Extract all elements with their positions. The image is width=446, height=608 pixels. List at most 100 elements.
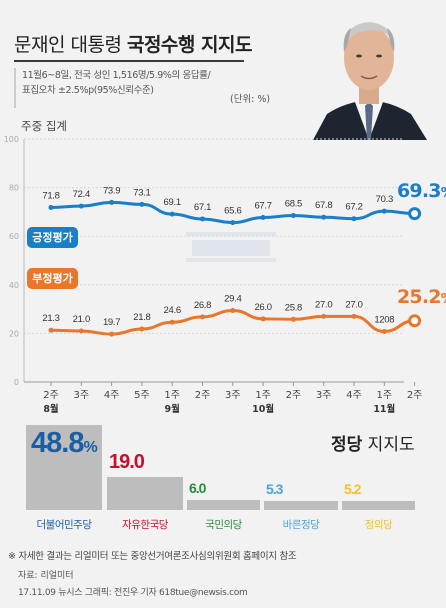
negative-data-label: 26.0: [254, 302, 271, 313]
positive-data-label: 73.9: [103, 185, 120, 196]
latest-positive-pct: %: [441, 186, 446, 201]
party-value: 48.8%: [31, 427, 98, 460]
x-tick-label: 2주: [407, 390, 423, 401]
negative-point: [109, 331, 115, 337]
positive-point: [200, 216, 205, 222]
party-value: 19.0: [109, 450, 145, 473]
negative-point: [139, 326, 145, 332]
month-label: 10월: [252, 403, 274, 415]
title-prefix: 문재인 대통령: [14, 34, 127, 56]
chart-grid: 0 20 40 60 80 100 2주 3주 4주 5주 1주 2주 3주 1주 2주 3주 4주 1주 2주: [4, 135, 423, 401]
negative-data-label: 24.6: [164, 305, 181, 316]
party-title-rest: 지지도: [362, 435, 415, 455]
party-bar: [107, 476, 183, 510]
positive-point: [139, 201, 145, 207]
party-bar: [342, 500, 415, 510]
positive-data-label: 67.1: [194, 202, 211, 213]
negative-data-label: 27.0: [345, 299, 362, 310]
positive-data-label: 73.1: [133, 187, 150, 198]
positive-point: [48, 205, 54, 211]
negative-point: [48, 327, 54, 333]
x-tick-label: 3주: [225, 390, 241, 401]
positive-data-label: 71.8: [42, 191, 59, 202]
footnote: ※ 자세한 결과는 리얼미터 또는 중앙선거여론조사심의위원회 홈페이지 참조: [8, 551, 297, 562]
negative-point: [381, 328, 387, 334]
byline: 17.11.09 뉴시스 그래픽: 전진우 기자 618tue@newsis.c…: [18, 588, 248, 598]
negative-data-label: 21.8: [133, 312, 150, 323]
positive-point: [381, 208, 387, 214]
x-tick-label: 1주: [377, 390, 393, 401]
negative-point: [351, 313, 357, 319]
latest-negative-number: 25.2: [397, 286, 441, 308]
party-bar: [26, 425, 102, 510]
x-tick-label: 2주: [195, 390, 211, 401]
party-name: 바른정당: [282, 519, 320, 531]
positive-point: [260, 214, 266, 220]
negative-point: [321, 313, 327, 319]
month-label: 9월: [165, 403, 180, 415]
party-value: 5.3: [266, 480, 283, 497]
negative-point: [230, 308, 236, 314]
x-tick-label: 3주: [74, 390, 90, 401]
negative-data-label: 1208: [374, 314, 394, 325]
negative-legend-pill: 부정평가: [27, 268, 78, 289]
y-tick-label: 0: [14, 378, 19, 387]
negative-data-label: 19.7: [103, 317, 120, 328]
latest-positive-number: 69.3: [397, 180, 441, 202]
y-tick-label: 40: [9, 281, 19, 290]
month-label: 11월: [373, 403, 395, 415]
positive-point: [290, 213, 296, 219]
y-tick-label: 20: [9, 329, 19, 338]
party-bar: [264, 500, 338, 510]
x-tick-label: 3주: [316, 390, 332, 401]
positive-point: [78, 203, 84, 209]
positive-data-label: 70.3: [376, 194, 393, 205]
x-tick-label: 5주: [134, 390, 150, 401]
party-value-number: 48.8: [31, 427, 84, 459]
approval-line-chart: 0 20 40 60 80 100 2주 3주 4주 5주 1주 2주 3주 1주 2주 3주 4주 1주 2주 8…: [4, 135, 423, 415]
party-support-title: 정당 지지도: [331, 430, 415, 455]
negative-point: [169, 319, 175, 325]
negative-data-label: 26.8: [194, 300, 211, 311]
unit-label: (단위: %): [230, 94, 271, 105]
x-tick-label: 1주: [164, 390, 180, 401]
party-name: 더불어민주당: [36, 519, 92, 531]
party-name: 정의당: [364, 519, 393, 531]
title-underline: [14, 60, 244, 62]
watermark: [186, 232, 276, 262]
positive-data-label: 67.8: [315, 200, 332, 211]
y-tick-label: 100: [4, 135, 19, 144]
positive-point: [351, 216, 357, 222]
party-name: 자유한국당: [122, 519, 168, 531]
x-tick-label: 4주: [104, 390, 120, 401]
positive-point: [321, 214, 327, 220]
series-layer: 71.8 72.4 73.9 73.1 69.1 67.1 65.6 67.7 68.5 67.8…: [42, 185, 422, 337]
title-bold: 국정수행 지지도: [126, 34, 252, 56]
x-tick-label: 1주: [255, 390, 271, 401]
president-portrait: [293, 2, 445, 140]
page-title: 문재인 대통령 국정수행 지지도: [14, 30, 252, 57]
party-value: 6.0: [189, 479, 206, 496]
positive-data-label: 67.2: [345, 202, 362, 213]
positive-data-label: 68.5: [285, 199, 302, 210]
positive-data-label: 65.6: [224, 206, 241, 217]
weekly-label: 주중 집계: [21, 119, 67, 133]
y-tick-label: 80: [9, 184, 19, 193]
negative-point: [200, 314, 205, 320]
negative-data-label: 29.4: [224, 294, 241, 305]
positive-data-label: 69.1: [164, 197, 181, 208]
positive-data-label: 72.4: [73, 189, 90, 200]
negative-data-label: 27.0: [315, 299, 332, 310]
y-tick-label: 60: [9, 232, 19, 241]
month-label: 8월: [43, 403, 58, 415]
x-tick-label: 2주: [286, 390, 302, 401]
latest-positive-value: 69.3%: [397, 180, 446, 202]
x-tick-label: 2주: [43, 390, 59, 401]
positive-legend-pill: 긍정평가: [27, 227, 78, 248]
negative-point: [408, 314, 422, 328]
negative-data-label: 21.0: [73, 314, 90, 325]
survey-note-line1: 11월6~8일, 전국 성인 1,516명/5.9%의 응답률/: [22, 70, 211, 81]
party-bar: [187, 499, 260, 510]
survey-note: 11월6~8일, 전국 성인 1,516명/5.9%의 응답률/ 표집오차 ±2…: [14, 68, 246, 108]
negative-point: [260, 316, 266, 322]
